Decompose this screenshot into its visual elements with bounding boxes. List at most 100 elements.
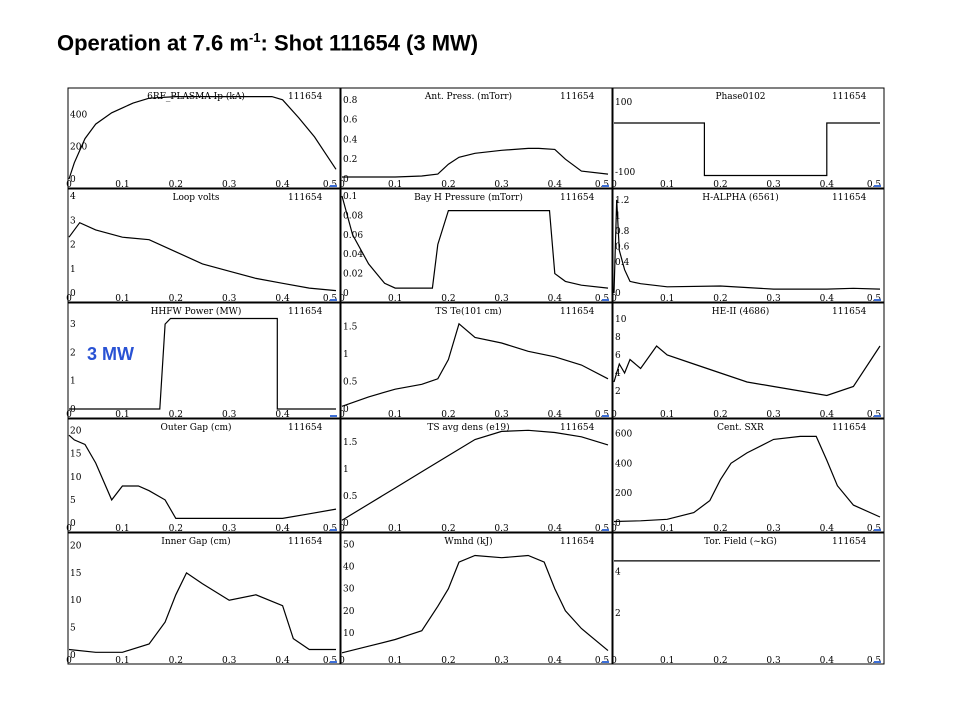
x-tick-label: 0.1: [115, 294, 129, 304]
x-tick-label: 0: [611, 524, 617, 534]
x-tick-label: 0: [611, 410, 617, 420]
y-tick-label: 0.6: [615, 242, 630, 252]
shot-number: 111654: [288, 92, 323, 102]
y-tick-label: 30: [343, 585, 355, 595]
series-line: [341, 322, 609, 407]
shot-number: 111654: [832, 537, 867, 547]
x-tick-label: 0.1: [115, 410, 129, 420]
y-tick-label: 1: [343, 465, 349, 475]
x-tick-label: 0.3: [222, 180, 237, 190]
x-tick-label: 0.2: [713, 180, 727, 190]
x-tick-label: 0.3: [222, 410, 237, 420]
series-line: [613, 199, 881, 294]
panel-title: TS avg dens (e19): [427, 422, 509, 433]
title-superscript: -1: [248, 30, 261, 45]
x-tick-label: 0.3: [494, 294, 509, 304]
y-tick-label: 0.8: [615, 227, 630, 237]
series-line: [614, 122, 880, 177]
y-tick-label: 3: [70, 320, 76, 330]
x-tick-label: 0.3: [222, 524, 237, 534]
x-tick-label: 0.2: [169, 656, 183, 666]
x-tick-label: 0: [611, 294, 617, 304]
series-line: [68, 95, 337, 180]
x-tick-label: 0.4: [820, 656, 835, 666]
shot-number: 111654: [560, 537, 595, 547]
shot-number: 111654: [560, 92, 595, 102]
corner-marker: [874, 661, 881, 663]
y-tick-label: 0.04: [343, 250, 363, 260]
x-tick-label: 0: [66, 656, 72, 666]
y-tick-label: 1: [70, 265, 76, 275]
panel-title: Ant. Press. (mTorr): [424, 91, 512, 102]
x-tick-label: 0.4: [820, 180, 835, 190]
x-tick-label: 0: [66, 524, 72, 534]
x-tick-label: 0.3: [494, 410, 509, 420]
shot-number: 111654: [560, 193, 595, 203]
panel-frame: [612, 188, 885, 303]
y-tick-label: 4: [70, 192, 76, 202]
x-tick-label: 0.3: [222, 294, 237, 304]
y-tick-label: 15: [70, 450, 82, 460]
x-tick-label: 0.2: [169, 410, 183, 420]
x-tick-label: 0.4: [548, 294, 563, 304]
x-tick-label: 0.1: [660, 294, 674, 304]
y-tick-label: 0: [70, 519, 76, 529]
shot-number: 111654: [288, 307, 323, 317]
x-tick-label: 0.4: [548, 180, 563, 190]
y-tick-label: 4: [615, 567, 621, 577]
y-tick-label: 2: [615, 387, 621, 397]
x-tick-label: 0.3: [766, 410, 781, 420]
y-tick-label: 10: [615, 315, 627, 325]
series-line: [69, 317, 336, 410]
x-tick-label: 0: [339, 180, 345, 190]
corner-marker: [602, 185, 609, 187]
power-annotation: 3 MW: [87, 344, 134, 364]
panel-frame: [340, 188, 613, 303]
panel-title: Loop volts: [172, 193, 219, 203]
x-tick-label: 0.2: [713, 294, 727, 304]
panel-frame: [67, 418, 341, 533]
x-tick-label: 0.1: [388, 180, 402, 190]
y-tick-label: 0.5: [343, 492, 358, 502]
y-tick-label: 2: [70, 348, 76, 358]
y-tick-label: 0: [343, 405, 349, 415]
x-tick-label: 0.1: [388, 294, 402, 304]
shot-number: 111654: [288, 423, 323, 433]
corner-marker: [602, 415, 609, 417]
x-tick-label: 0.1: [388, 524, 402, 534]
shot-number: 111654: [832, 307, 867, 317]
x-tick-label: 0.1: [115, 180, 129, 190]
corner-marker: [874, 185, 881, 187]
y-tick-label: 0: [343, 289, 349, 299]
y-tick-label: 100: [615, 98, 632, 108]
x-tick-label: 0.1: [660, 524, 674, 534]
x-tick-label: 0: [66, 410, 72, 420]
x-tick-label: 0.3: [766, 294, 781, 304]
y-tick-label: 20: [70, 541, 82, 551]
panel-title: Wmhd (kJ): [444, 536, 492, 547]
panel-frame: [612, 418, 885, 533]
series-line: [613, 435, 881, 523]
panel-frame: [67, 188, 341, 303]
x-tick-label: 0.4: [548, 524, 563, 534]
series-line: [341, 554, 609, 654]
y-tick-label: 1.2: [615, 196, 629, 206]
y-tick-label: 0.5: [343, 378, 358, 388]
y-tick-label: 0.1: [343, 192, 357, 202]
panel-frame: [340, 532, 613, 665]
x-tick-label: 0.4: [820, 294, 835, 304]
y-tick-label: 1: [70, 377, 76, 387]
x-tick-label: 0.2: [713, 524, 727, 534]
x-tick-label: 0.2: [169, 294, 183, 304]
y-tick-label: 200: [615, 489, 632, 499]
x-tick-label: 0: [611, 180, 617, 190]
y-tick-label: 0: [70, 175, 76, 185]
panel-title: Tor. Field (~kG): [704, 536, 777, 547]
x-tick-label: 0: [66, 180, 72, 190]
x-tick-label: 0.2: [441, 180, 455, 190]
corner-marker: [602, 529, 609, 531]
y-tick-label: 20: [343, 607, 355, 617]
y-tick-label: 10: [70, 473, 82, 483]
corner-marker: [602, 661, 609, 663]
x-tick-label: 0.4: [275, 524, 290, 534]
